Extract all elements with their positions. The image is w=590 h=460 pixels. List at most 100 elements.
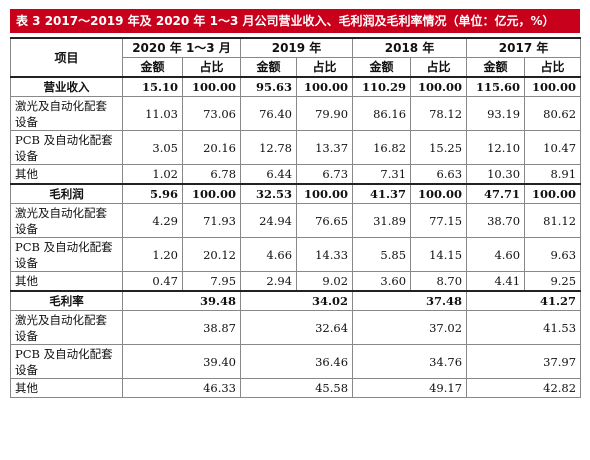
header-amount: 金额 — [122, 57, 183, 78]
table-cell: 8.91 — [524, 164, 582, 185]
header-ratio: 占比 — [410, 57, 468, 78]
table-cell: 71.93 — [181, 203, 242, 238]
table-cell: 86.16 — [352, 96, 412, 131]
table-row: PCB 及自动化配套设备 39.40 36.46 34.76 37.97 — [10, 344, 582, 379]
financial-table: 项目 2020 年 1～3 月 2019 年 2018 年 2017 年 金额 … — [10, 37, 582, 398]
header-period-2018: 2018 年 — [352, 37, 468, 58]
table-cell: 77.15 — [410, 203, 468, 238]
table-cell: 41.37 — [352, 183, 412, 204]
table-row: 其他 0.47 7.95 2.94 9.02 3.60 8.70 4.41 9.… — [10, 271, 582, 292]
table-cell: 0.47 — [122, 271, 183, 292]
table-cell: 41.27 — [466, 290, 582, 311]
table-cell: 37.02 — [352, 310, 468, 345]
table-cell: 100.00 — [181, 76, 242, 97]
table-row: 营业收入 15.10 100.00 95.63 100.00 110.29 10… — [10, 76, 582, 97]
table-cell: 49.17 — [352, 378, 468, 398]
row-label: 激光及自动化配套设备 — [10, 203, 123, 238]
row-label: PCB 及自动化配套设备 — [10, 344, 123, 379]
section-label-gross-profit: 毛利润 — [10, 183, 123, 204]
row-label: PCB 及自动化配套设备 — [10, 237, 123, 272]
table-cell: 12.78 — [240, 130, 298, 165]
table-cell: 100.00 — [410, 76, 468, 97]
table-cell: 34.02 — [240, 290, 354, 311]
table-row: PCB 及自动化配套设备 3.05 20.16 12.78 13.37 16.8… — [10, 130, 582, 165]
table-cell: 46.33 — [121, 378, 242, 398]
table-cell: 110.29 — [352, 76, 412, 97]
table-cell: 20.16 — [181, 130, 242, 165]
table-cell: 5.85 — [352, 237, 412, 272]
header-ratio: 占比 — [524, 57, 582, 78]
row-label: 激光及自动化配套设备 — [10, 96, 123, 131]
table-cell: 5.96 — [122, 183, 183, 204]
table-cell: 73.06 — [181, 96, 242, 131]
table-cell: 81.12 — [524, 203, 582, 238]
table-cell: 7.31 — [352, 164, 412, 185]
header-ratio: 占比 — [296, 57, 354, 78]
table-cell: 2.94 — [240, 271, 298, 292]
table-cell: 1.20 — [122, 237, 183, 272]
table-cell: 36.46 — [240, 344, 354, 379]
header-period-2019: 2019 年 — [240, 37, 354, 58]
section-label-revenue: 营业收入 — [10, 76, 123, 97]
table-cell: 10.30 — [466, 164, 526, 185]
header-period-2020q1: 2020 年 1～3 月 — [121, 37, 242, 58]
row-label: PCB 及自动化配套设备 — [10, 130, 123, 165]
table-cell: 13.37 — [296, 130, 354, 165]
table-cell: 79.90 — [296, 96, 354, 131]
table-cell: 93.19 — [466, 96, 526, 131]
table-cell: 100.00 — [524, 183, 582, 204]
table-cell: 47.71 — [466, 183, 526, 204]
table-cell: 8.70 — [410, 271, 468, 292]
table-cell: 15.10 — [122, 76, 183, 97]
header-amount: 金额 — [352, 57, 412, 78]
table-cell: 32.53 — [240, 183, 298, 204]
table-cell: 9.25 — [524, 271, 582, 292]
table-cell: 34.76 — [352, 344, 468, 379]
table-cell: 4.66 — [240, 237, 298, 272]
table-cell: 4.41 — [466, 271, 526, 292]
row-label: 其他 — [10, 378, 123, 398]
table-cell: 41.53 — [466, 310, 582, 345]
table-cell: 16.82 — [352, 130, 412, 165]
table-cell: 14.15 — [410, 237, 468, 272]
table-cell: 100.00 — [296, 183, 354, 204]
table-cell: 6.73 — [296, 164, 354, 185]
table-cell: 3.60 — [352, 271, 412, 292]
table-cell: 12.10 — [466, 130, 526, 165]
table-cell: 9.63 — [524, 237, 582, 272]
table-row: PCB 及自动化配套设备 1.20 20.12 4.66 14.33 5.85 … — [10, 237, 582, 272]
table-cell: 7.95 — [181, 271, 242, 292]
table-cell: 95.63 — [240, 76, 298, 97]
table-row: 其他 46.33 45.58 49.17 42.82 — [10, 378, 582, 398]
table-cell: 11.03 — [122, 96, 183, 131]
table-row: 激光及自动化配套设备 38.87 32.64 37.02 41.53 — [10, 310, 582, 345]
table-cell: 1.02 — [122, 164, 183, 185]
table-cell: 38.70 — [466, 203, 526, 238]
table-cell: 45.58 — [240, 378, 354, 398]
table-cell: 4.60 — [466, 237, 526, 272]
table-cell: 4.29 — [122, 203, 183, 238]
section-label-gross-margin: 毛利率 — [10, 290, 123, 311]
table-row: 毛利率 39.48 34.02 37.48 41.27 — [10, 290, 582, 311]
header-item: 项目 — [10, 37, 123, 78]
table-row: 毛利润 5.96 100.00 32.53 100.00 41.37 100.0… — [10, 183, 582, 204]
table-cell: 42.82 — [466, 378, 582, 398]
table-cell: 3.05 — [122, 130, 183, 165]
table-cell: 78.12 — [410, 96, 468, 131]
table-cell: 6.78 — [181, 164, 242, 185]
row-label: 其他 — [10, 164, 123, 185]
row-label: 激光及自动化配套设备 — [10, 310, 123, 345]
row-label: 其他 — [10, 271, 123, 292]
table-cell: 100.00 — [181, 183, 242, 204]
table-cell: 39.40 — [121, 344, 242, 379]
header-amount: 金额 — [466, 57, 526, 78]
table-row: 其他 1.02 6.78 6.44 6.73 7.31 6.63 10.30 8… — [10, 164, 582, 185]
table-cell: 15.25 — [410, 130, 468, 165]
table-cell: 31.89 — [352, 203, 412, 238]
table-cell: 115.60 — [466, 76, 526, 97]
table-cell: 14.33 — [296, 237, 354, 272]
table-cell: 6.44 — [240, 164, 298, 185]
table-cell: 37.97 — [466, 344, 582, 379]
table-cell: 38.87 — [121, 310, 242, 345]
table-cell: 100.00 — [296, 76, 354, 97]
